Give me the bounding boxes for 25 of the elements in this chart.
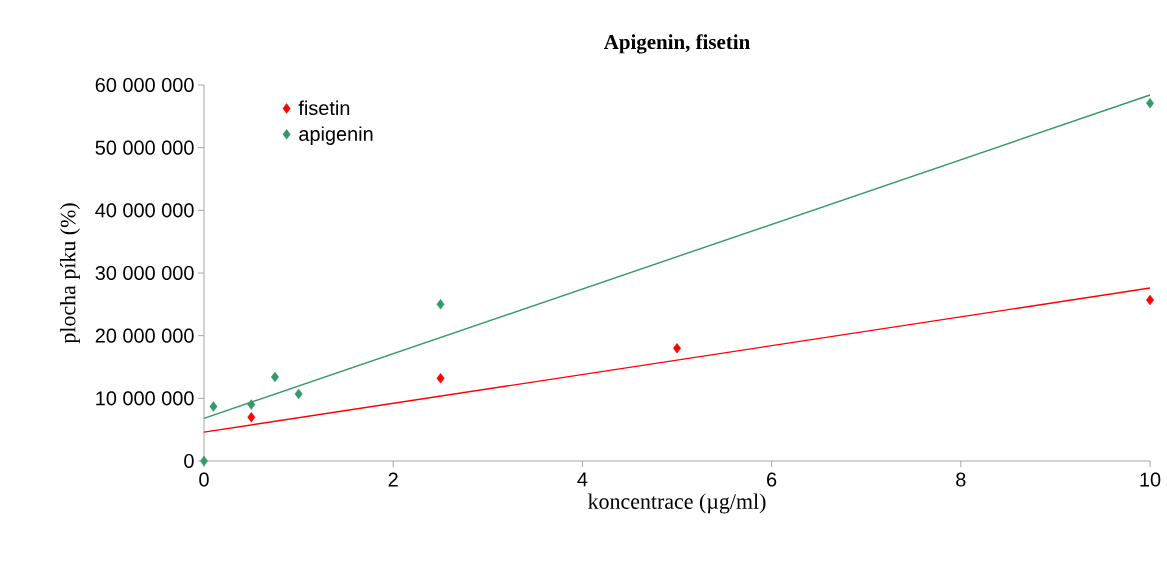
y-tick-label: 50 000 000 xyxy=(95,140,194,155)
point xyxy=(436,299,445,310)
point xyxy=(673,343,681,354)
x-tick-label: 0 xyxy=(199,472,209,487)
legend-label: apigenin xyxy=(299,126,373,145)
point xyxy=(209,401,218,412)
x-tick-label: 2 xyxy=(388,472,398,487)
x-tick-label: 6 xyxy=(767,472,777,487)
chart-title: Apigenin, fisetin xyxy=(603,34,750,54)
y-tick-label: 0 xyxy=(184,453,194,469)
point xyxy=(247,411,256,423)
x-tick-label: 8 xyxy=(956,472,966,487)
y-axis-title: plocha píku (%) xyxy=(60,203,80,344)
point xyxy=(436,373,445,384)
y-tick-label: 20 000 000 xyxy=(95,328,194,343)
point xyxy=(294,388,303,400)
y-tick-label: 40 000 000 xyxy=(95,203,194,218)
x-tick-label: 4 xyxy=(577,472,588,487)
y-tick-label: 60 000 000 xyxy=(95,77,194,93)
point xyxy=(247,399,256,410)
y-tick-label: 10 000 000 xyxy=(96,391,194,406)
x-tick-label: 10 xyxy=(1140,472,1161,487)
x-axis-title: koncentrace (µg/ml) xyxy=(588,493,766,514)
legend-label: fisetin xyxy=(298,100,350,116)
y-tick-label: 30 000 000 xyxy=(95,265,194,281)
